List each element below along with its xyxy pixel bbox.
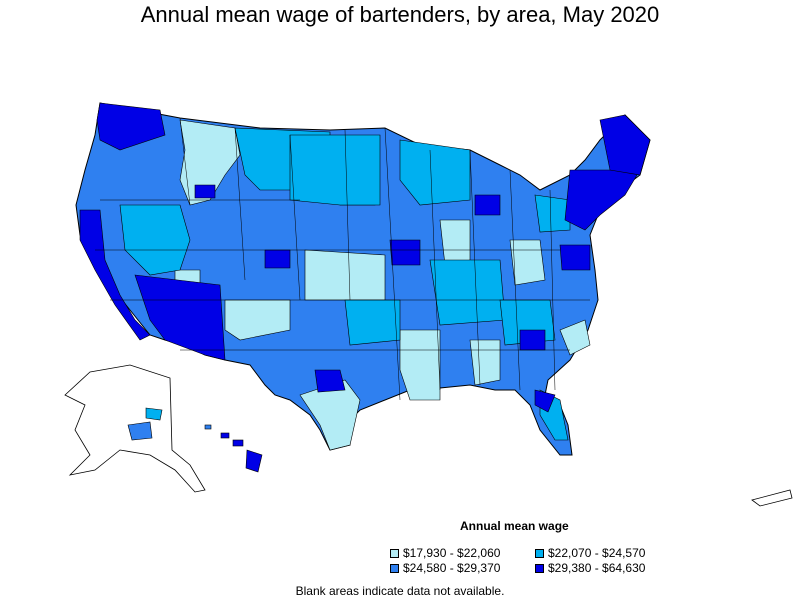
alaska-region-cyan	[145, 407, 163, 421]
legend-item-3: $24,580 - $29,370	[390, 561, 500, 575]
legend-swatch	[535, 563, 544, 573]
legend-item-2: $22,070 - $24,570	[535, 546, 645, 560]
legend-swatch	[390, 548, 399, 558]
legend-label: $22,070 - $24,570	[548, 546, 646, 560]
legend-label: $17,930 - $22,060	[403, 546, 501, 560]
footnote: Blank areas indicate data not available.	[295, 584, 505, 598]
legend-title: Annual mean wage	[460, 519, 569, 533]
area-boundaries	[95, 117, 590, 401]
legend-label: $29,380 - $64,630	[548, 561, 646, 575]
legend-swatch	[390, 563, 399, 573]
legend-swatch	[535, 548, 544, 558]
region-dark-blue	[79, 102, 651, 413]
puerto-rico-outline	[751, 489, 793, 507]
map-title: Annual mean wage of bartenders, by area,…	[140, 2, 660, 27]
legend-label: $24,580 - $29,370	[403, 561, 501, 575]
legend-item-1: $17,930 - $22,060	[390, 546, 500, 560]
alaska-region-blue	[127, 421, 153, 441]
hawaii-islands	[204, 424, 263, 473]
legend-item-4: $29,380 - $64,630	[535, 561, 645, 575]
